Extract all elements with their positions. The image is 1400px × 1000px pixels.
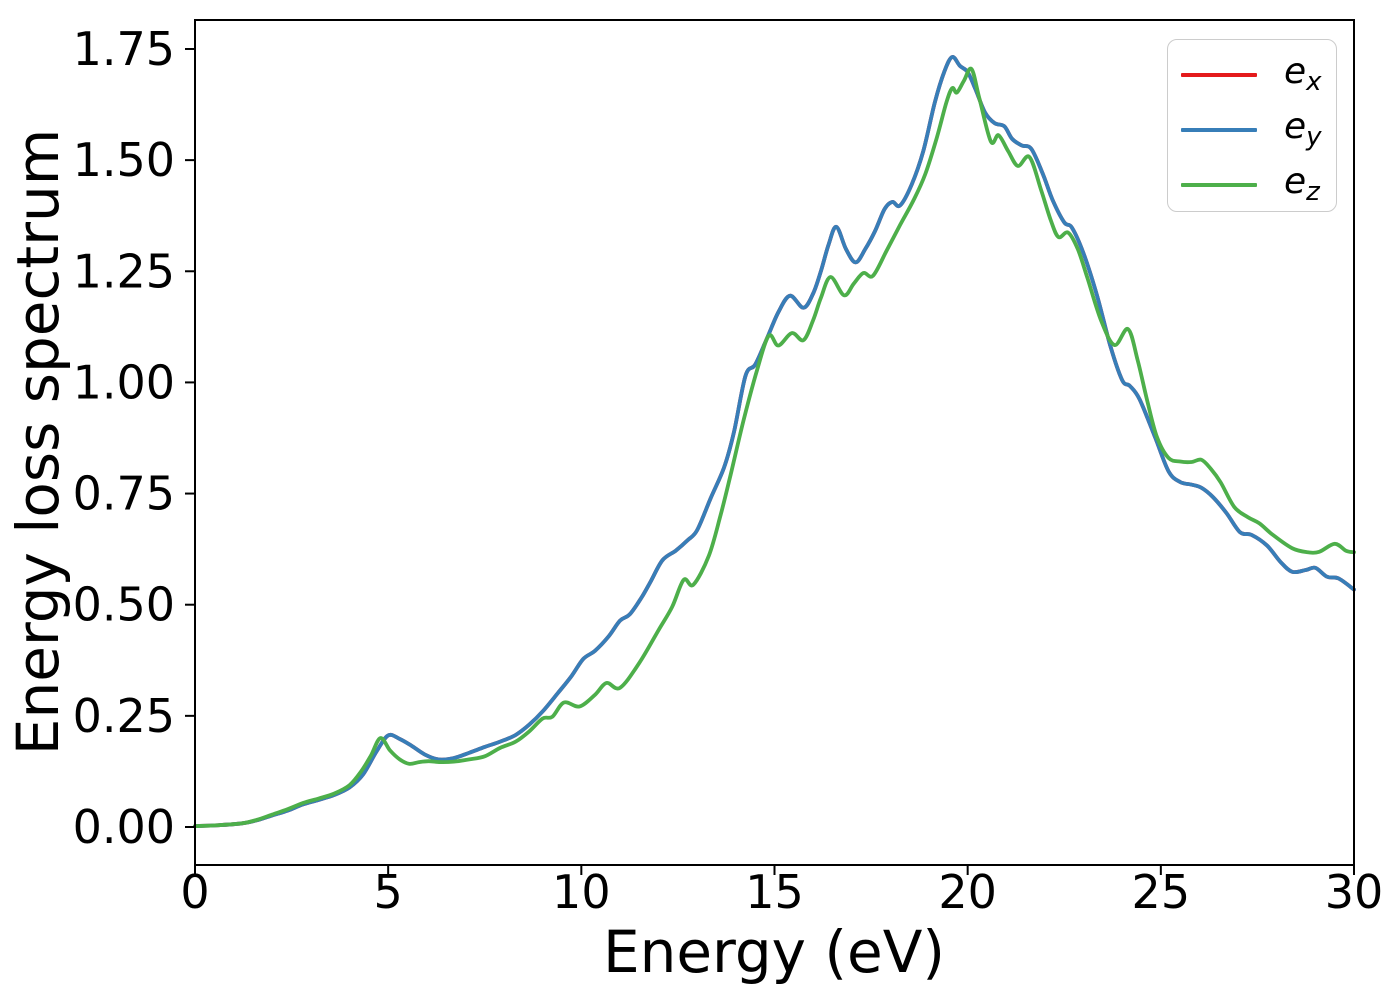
y-tick-label: 1.75 (73, 22, 175, 76)
legend-label: ey (1284, 106, 1322, 152)
legend-item-ez: ez (1181, 157, 1336, 212)
y-tick-label: 0.75 (73, 467, 175, 521)
x-tick-label: 5 (374, 865, 403, 919)
y-tick-label: 0.00 (73, 800, 175, 854)
legend-label-base: e (1284, 106, 1307, 147)
x-tick-label: 10 (552, 865, 611, 919)
y-axis-label: Energy loss spectrum (4, 129, 72, 755)
legend-label-sub: y (1306, 122, 1322, 152)
legend-label: ex (1284, 51, 1322, 97)
x-tick-label: 15 (745, 865, 804, 919)
legend: ex ey ez (1167, 39, 1337, 212)
y-tick-label: 0.25 (73, 689, 175, 743)
legend-swatch (1181, 127, 1257, 132)
y-tick-label: 1.50 (73, 133, 175, 187)
legend-label-base: e (1284, 51, 1307, 92)
tick-layer: 0 5 10 15 20 25 30 0.00 0.25 0.50 0.75 1.00 1.25 1.50… (73, 22, 1384, 919)
legend-label-base: e (1284, 161, 1307, 202)
series-ey-line (193, 55, 1356, 828)
x-tick-label: 30 (1325, 865, 1384, 919)
legend-item-ex: ex (1181, 47, 1336, 102)
x-tick-label: 0 (180, 865, 209, 919)
legend-label-sub: x (1306, 67, 1322, 97)
series-ez-line (193, 66, 1356, 828)
legend-label: ez (1284, 161, 1320, 207)
legend-label-sub: z (1306, 177, 1320, 207)
legend-item-ey: ey (1181, 102, 1336, 157)
y-tick-label: 1.25 (73, 244, 175, 298)
x-tick-label: 25 (1132, 865, 1191, 919)
y-tick-label: 1.00 (73, 355, 175, 409)
legend-swatch (1181, 182, 1257, 187)
legend-swatch (1181, 72, 1257, 77)
x-axis-label: Energy (eV) (603, 918, 945, 986)
series-layer (193, 55, 1356, 828)
y-tick-label: 0.50 (73, 578, 175, 632)
x-tick-label: 20 (938, 865, 997, 919)
